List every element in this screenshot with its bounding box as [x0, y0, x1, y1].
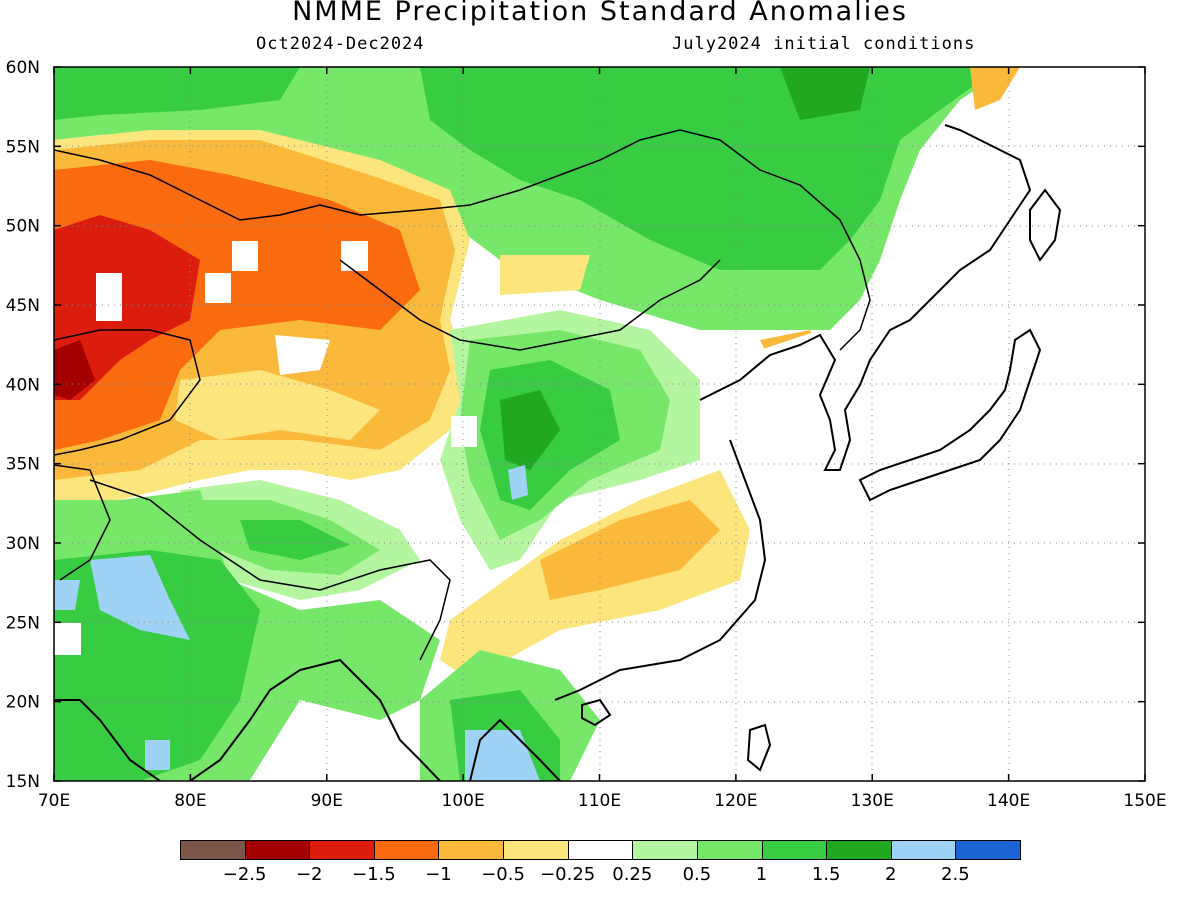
colorbar-tick-label: 0.25 [612, 864, 653, 885]
colorbar-tick-label: 2 [885, 864, 897, 885]
colorbar-tick-label: −2.5 [222, 864, 267, 885]
lat-label: 50N [6, 217, 40, 237]
forecast-period: Oct2024-Dec2024 [256, 34, 425, 54]
colorbar-tick-label: 1 [755, 864, 768, 885]
colorbar-tick-label: −1 [425, 864, 452, 885]
colorbar [180, 840, 1021, 862]
colorbar-tick-label: −0.25 [540, 864, 596, 885]
initial-conditions: July2024 initial conditions [672, 34, 976, 54]
colorbar-swatch [309, 840, 375, 860]
lat-label: 45N [6, 296, 40, 316]
lat-label: 30N [6, 534, 40, 554]
colorbar-tick-label: 0.5 [682, 864, 712, 885]
latitude-labels: 60N 55N 50N 45N 40N 35N 30N 25N 20N 15N [6, 58, 40, 792]
lon-label: 100E [442, 791, 485, 811]
lon-label: 90E [311, 791, 343, 811]
lon-label: 150E [1123, 791, 1166, 811]
lon-label: 70E [38, 791, 70, 811]
lat-label: 35N [6, 455, 40, 475]
lat-label: 20N [6, 693, 40, 713]
colorbar-swatch [503, 840, 569, 860]
colorbar-swatch [244, 840, 311, 860]
lat-label: 40N [6, 375, 40, 395]
colorbar-swatch [955, 840, 1021, 860]
lon-label: 80E [174, 791, 206, 811]
anomaly-field [54, 67, 1145, 781]
gridlines [54, 67, 1145, 781]
lon-label: 140E [987, 791, 1030, 811]
colorbar-swatch [567, 840, 634, 860]
lat-label: 55N [6, 137, 40, 157]
lat-label: 25N [6, 613, 40, 633]
colorbar-swatch [890, 840, 957, 860]
colorbar-tick-label: −0.5 [481, 864, 525, 885]
lat-label: 60N [6, 58, 40, 78]
colorbar-tick-label: −2 [295, 864, 323, 885]
colorbar-swatch [373, 840, 440, 860]
colorbar-tick-label: 1.5 [811, 864, 841, 885]
colorbar-swatch [696, 840, 763, 860]
map-title: NMME Precipitation Standard Anomalies [292, 0, 908, 27]
colorbar-swatch [438, 840, 505, 860]
colorbar-swatch [761, 840, 828, 860]
colorbar-swatch [826, 840, 892, 860]
lon-label: 130E [851, 791, 894, 811]
colorbar-tick-label: 2.5 [941, 864, 970, 885]
colorbar-tick-label: −1.5 [351, 864, 396, 885]
coastlines [54, 124, 1062, 781]
lon-label: 120E [714, 791, 757, 811]
lon-label: 110E [578, 791, 621, 811]
longitude-labels: 70E 80E 90E 100E 110E 120E 130E 140E 150E [38, 791, 1167, 811]
colorbar-swatch [632, 840, 698, 860]
country-borders [54, 129, 871, 661]
lat-label: 15N [6, 772, 40, 792]
colorbar-swatch [180, 840, 246, 860]
